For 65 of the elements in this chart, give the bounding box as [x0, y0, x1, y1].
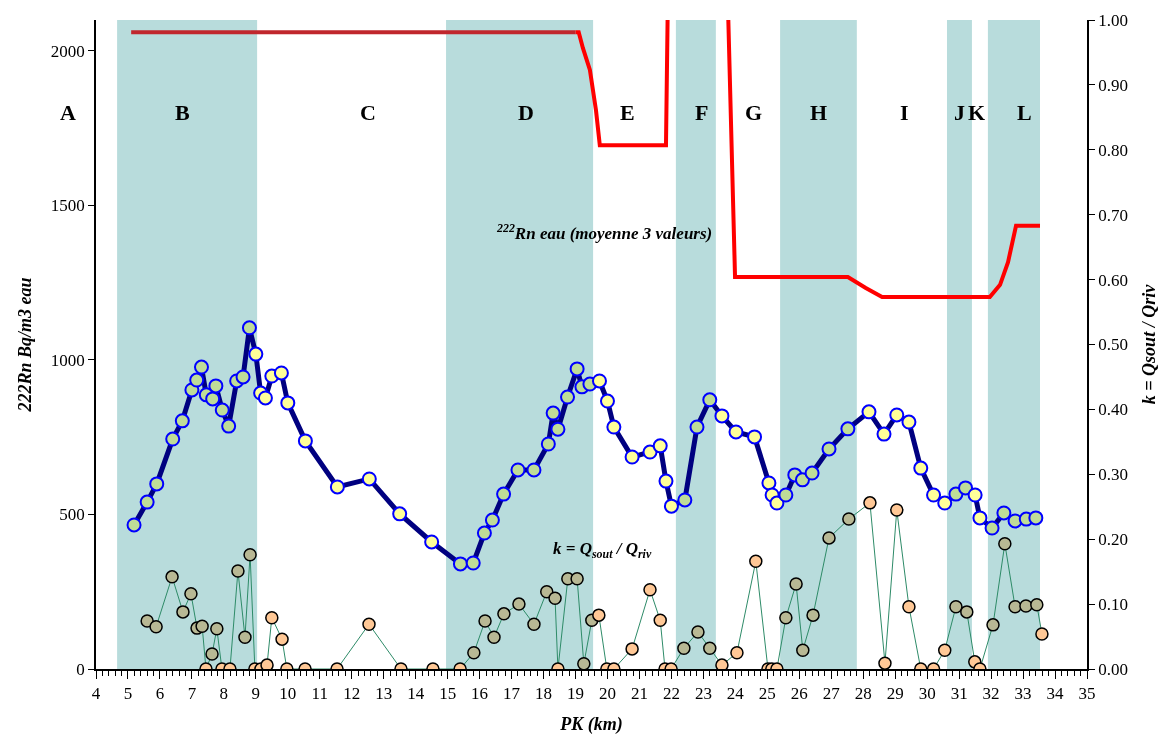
x-tick-label: 6 [155, 684, 165, 704]
x-tick-label: 7 [187, 684, 197, 704]
y2-tick-label: 0.70 [1098, 205, 1128, 225]
x-tick-label: 25 [758, 684, 776, 704]
y2-tick-label: 0.80 [1098, 140, 1128, 160]
annotation: F [695, 100, 709, 125]
annotation: C [360, 100, 376, 125]
annotation: J [954, 100, 965, 125]
x-tick-label: 24 [726, 684, 745, 704]
annotation: k = Q$_{sout}$ / Q$_{riv}$ [553, 539, 652, 561]
x-tick-label: 35 [1078, 684, 1096, 704]
x-tick-label: 34 [1046, 684, 1065, 704]
y2-tick-label: 0.40 [1098, 400, 1128, 420]
x-tick-label: 18 [535, 684, 553, 704]
annotation: D [518, 100, 534, 125]
y-tick-label: 500 [59, 505, 85, 525]
annotation: $^{222}$Rn eau (moyenne 3 valeurs) [496, 221, 713, 244]
x-tick-label: 13 [375, 684, 393, 704]
x-tick-label: 4 [91, 684, 101, 704]
annotation: H [810, 100, 828, 125]
x-tick-label: 30 [918, 684, 936, 704]
annotation: L [1017, 100, 1032, 125]
y2-tick-label: 0.00 [1098, 659, 1128, 679]
y2-tick-label: 1.00 [1098, 10, 1128, 30]
annotation: B [175, 100, 190, 125]
y2-tick-label: 0.90 [1098, 75, 1128, 95]
x-tick-label: 12 [343, 684, 361, 704]
x-tick-label: 28 [854, 684, 872, 704]
x-tick-label: 23 [694, 684, 712, 704]
x-tick-label: 9 [251, 684, 261, 704]
y2-tick-label: 0.30 [1098, 465, 1128, 485]
x-tick-label: 20 [598, 684, 616, 704]
x-axis-title: PK (km) [559, 713, 623, 735]
x-tick-label: 19 [567, 684, 585, 704]
x-tick-label: 29 [886, 684, 904, 704]
x-tick-label: 10 [279, 684, 297, 704]
x-tick-label: 21 [630, 684, 648, 704]
y-axis-title: 222Rn Bq/m3 eau [14, 277, 35, 413]
x-tick-label: 33 [1014, 684, 1032, 704]
x-tick-label: 31 [950, 684, 968, 704]
y-tick-label: 2000 [50, 41, 85, 61]
y2-tick-label: 0.60 [1098, 270, 1128, 290]
annotation: G [745, 100, 763, 125]
x-tick-label: 16 [471, 684, 489, 704]
x-tick-label: 22 [662, 684, 680, 704]
x-tick-label: 8 [219, 684, 229, 704]
y-tick-label: 0 [76, 659, 85, 679]
x-tick-label: 5 [123, 684, 133, 704]
annotation: E [620, 100, 635, 125]
x-tick-label: 14 [407, 684, 425, 704]
y2-tick-label: 0.50 [1098, 335, 1128, 355]
y-tick-label: 1000 [50, 350, 85, 370]
x-tick-label: 26 [790, 684, 808, 704]
y-tick-label: 1500 [50, 196, 85, 216]
annotation: K [968, 100, 986, 125]
y2-tick-label: 0.20 [1098, 530, 1128, 550]
y2-tick-label: 0.10 [1098, 595, 1128, 615]
x-tick-label: 32 [982, 684, 1000, 704]
annotation: I [900, 100, 909, 125]
x-tick-label: 15 [439, 684, 457, 704]
x-tick-label: 11 [311, 684, 328, 704]
text: A [60, 100, 76, 125]
x-tick-label: 17 [503, 684, 521, 704]
x-tick-label: 27 [822, 684, 841, 704]
y2-axis-title: k = Qsout / Qriv [1138, 283, 1159, 405]
